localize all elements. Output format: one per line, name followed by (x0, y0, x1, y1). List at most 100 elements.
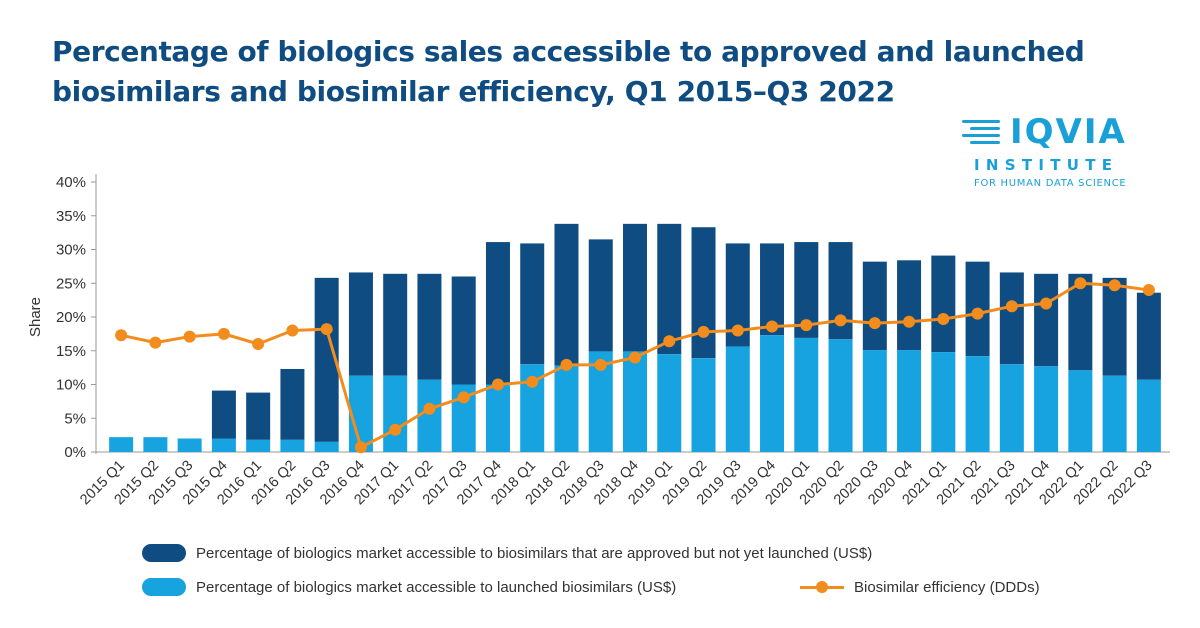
legend-item-approved: Percentage of biologics market accessibl… (142, 544, 872, 562)
legend-swatch-approved (142, 544, 186, 562)
bar-approved (1034, 273, 1059, 367)
bar-approved (383, 273, 408, 376)
efficiency-point (594, 358, 607, 371)
bar-approved (691, 227, 716, 359)
legend-swatch-efficiency (800, 578, 844, 596)
efficiency-point (115, 329, 128, 342)
bar-launched (246, 439, 271, 452)
bar-approved (657, 223, 682, 355)
y-tick-label: 35% (56, 208, 86, 225)
efficiency-point (423, 402, 436, 415)
bar-approved (623, 223, 647, 352)
efficiency-point (971, 307, 984, 320)
bar-approved (1136, 292, 1161, 380)
y-axis-ticks: 0% 5% 10% 15% 20% 25% 30% 35% 40% (56, 174, 96, 461)
bar-launched (177, 438, 202, 452)
legend-item-launched: Percentage of biologics market accessibl… (142, 578, 676, 596)
bar-launched (109, 437, 134, 452)
bar-launched (417, 379, 442, 452)
bar-launched (1068, 370, 1093, 452)
efficiency-point (457, 391, 470, 404)
efficiency-point (1005, 300, 1018, 313)
bar-launched (485, 384, 510, 452)
bar-approved (1068, 273, 1093, 371)
bar-launched (760, 335, 785, 452)
y-tick-label: 0% (64, 444, 86, 461)
bar-launched (211, 438, 236, 452)
bar-launched (623, 351, 647, 452)
bar-launched (897, 350, 922, 452)
bar-launched (828, 339, 853, 452)
bar-approved (760, 243, 785, 336)
bar-launched (1034, 366, 1059, 452)
bar-launched (794, 337, 819, 452)
efficiency-point (1142, 284, 1155, 296)
y-axis-label: Share (27, 297, 44, 337)
bar-launched (554, 365, 579, 452)
y-tick-label: 30% (56, 242, 86, 259)
legend-swatch-launched (142, 578, 186, 596)
bar-launched (348, 375, 373, 452)
efficiency-point (252, 338, 265, 350)
bar-launched (999, 364, 1024, 452)
y-tick-label: 10% (56, 377, 86, 394)
bar-approved (246, 392, 271, 440)
efficiency-point (354, 441, 367, 454)
bar-approved (588, 239, 613, 352)
efficiency-point (286, 324, 299, 337)
legend-label-launched: Percentage of biologics market accessibl… (196, 578, 677, 596)
efficiency-point (1040, 297, 1053, 310)
efficiency-point (800, 319, 813, 332)
bar-approved (897, 260, 922, 351)
logo-name: IQVIA (1010, 112, 1127, 152)
bar-launched (314, 441, 339, 452)
bar-approved (520, 243, 545, 365)
logo-line2: FOR HUMAN DATA SCIENCE (974, 178, 1127, 189)
bar-launched (657, 354, 682, 452)
efficiency-point (560, 358, 573, 371)
chart-title: Percentage of biologics sales accessible… (52, 35, 1085, 108)
bar-launched (280, 439, 305, 452)
logo-line1: INSTITUTE (974, 156, 1119, 174)
bar-approved (931, 255, 956, 353)
efficiency-point (697, 325, 710, 338)
y-tick-label: 40% (56, 174, 86, 191)
bar-launched (383, 375, 408, 452)
bar-launched (862, 350, 887, 452)
bar-approved (211, 390, 236, 439)
legend-label-approved: Percentage of biologics market accessibl… (196, 544, 873, 562)
bar-launched (965, 356, 990, 452)
bar-launched (691, 358, 716, 452)
y-tick-label: 15% (56, 343, 86, 360)
efficiency-point (389, 423, 402, 436)
bar-approved (999, 272, 1024, 365)
efficiency-point (217, 327, 230, 340)
bars (109, 223, 1161, 452)
bar-approved (451, 276, 476, 385)
efficiency-point (1108, 279, 1121, 292)
efficiency-point (320, 323, 333, 336)
bar-approved (1102, 277, 1127, 376)
efficiency-point (834, 314, 847, 327)
efficiency-point (1074, 277, 1087, 290)
efficiency-point (526, 375, 539, 388)
bar-launched (1136, 379, 1161, 452)
bar-approved (417, 273, 442, 380)
efficiency-point (629, 351, 641, 364)
bar-launched (931, 352, 956, 452)
efficiency-point (937, 313, 950, 326)
legend-label-efficiency: Biosimilar efficiency (DDDs) (854, 578, 1040, 596)
bar-launched (143, 437, 168, 452)
efficiency-point (868, 317, 881, 330)
y-tick-label: 20% (56, 309, 86, 326)
bar-launched (725, 346, 750, 452)
iqvia-logo: IQVIA INSTITUTE FOR HUMAN DATA SCIENCE (962, 112, 1162, 196)
y-tick-label: 5% (64, 410, 86, 427)
efficiency-point (903, 315, 916, 328)
y-tick-label: 25% (56, 275, 86, 292)
efficiency-point (149, 336, 162, 349)
bar-launched (1102, 375, 1127, 452)
legend-item-efficiency: Biosimilar efficiency (DDDs) (800, 578, 1040, 596)
